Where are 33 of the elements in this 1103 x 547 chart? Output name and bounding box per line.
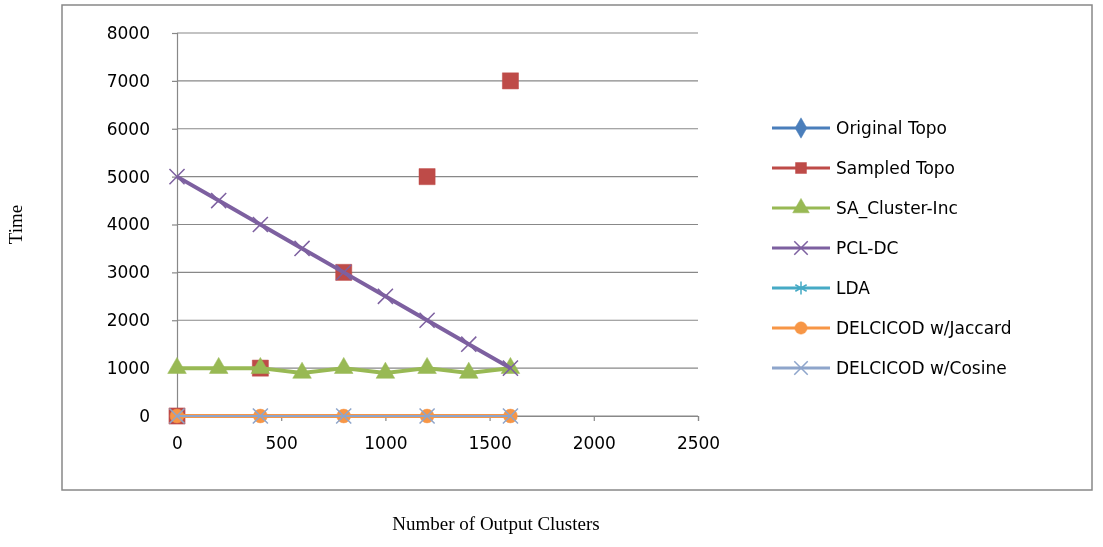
x-tick-label: 1000: [364, 433, 408, 454]
y-tick-label: 1000: [106, 358, 150, 379]
legend-label: SA_Cluster-Inc: [836, 197, 958, 219]
y-tick-label: 8000: [106, 22, 150, 43]
x-tick-label: 2500: [676, 433, 721, 454]
x-tick-label: 500: [265, 433, 298, 454]
legend-label: LDA: [836, 277, 871, 298]
point: [168, 168, 186, 185]
point: [460, 335, 478, 353]
x-tick-label: 0: [172, 433, 183, 454]
legend-label: PCL-DC: [836, 237, 899, 258]
x-axis-title: Number of Output Clusters: [392, 513, 600, 534]
legend-label: DELCICOD w/Cosine: [836, 357, 1007, 378]
point: [252, 216, 269, 233]
point: [502, 72, 519, 90]
y-tick-label: 7000: [106, 70, 150, 91]
legend-label: Sampled Topo: [836, 157, 956, 178]
y-tick-label: 5000: [106, 166, 150, 187]
legend-label: DELCICOD w/Jaccard: [836, 317, 1012, 338]
point: [377, 288, 394, 305]
legend-label: Original Topo: [836, 117, 948, 138]
y-tick-label: 0: [139, 405, 150, 426]
y-tick-label: 3000: [106, 262, 150, 283]
point: [293, 240, 311, 257]
point: [418, 311, 436, 329]
point: [418, 168, 436, 185]
x-tick-label: 1500: [468, 433, 512, 454]
y-axis-title: Time: [5, 204, 26, 245]
x-tick-label: 2000: [572, 433, 616, 454]
y-tick-label: 2000: [106, 310, 150, 331]
point: [210, 192, 227, 209]
y-tick-label: 6000: [106, 118, 150, 139]
y-tick-label: 4000: [106, 214, 150, 235]
